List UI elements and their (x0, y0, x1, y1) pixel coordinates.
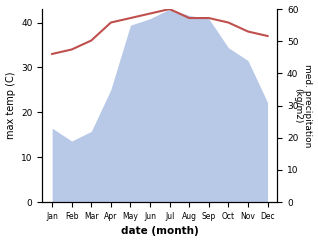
X-axis label: date (month): date (month) (121, 227, 199, 236)
Y-axis label: max temp (C): max temp (C) (5, 72, 16, 139)
Y-axis label: med. precipitation
(kg/m2): med. precipitation (kg/m2) (293, 64, 313, 147)
